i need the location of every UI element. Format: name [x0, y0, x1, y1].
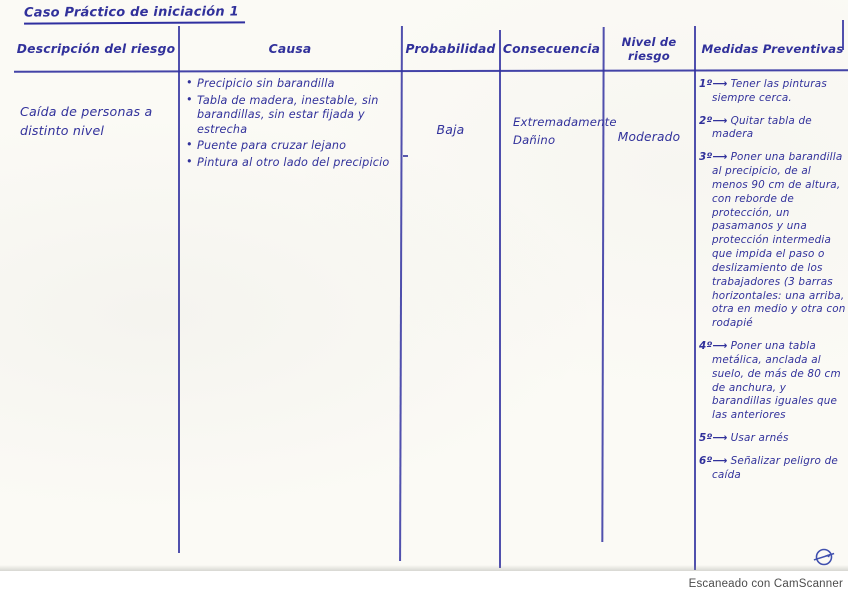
column-header-causa: Causa — [268, 42, 312, 56]
column-divider-3 — [499, 30, 501, 568]
causa-bullet: Precipicio sin barandilla — [186, 76, 398, 92]
cell-probabilidad: Baja — [436, 122, 465, 137]
medida-text: Poner una tabla metálica, anclada al sue… — [712, 340, 841, 422]
medida-item-6: 6º⟶ Señalizar peligro de caída — [699, 455, 847, 483]
cell-nivel-de-riesgo: Moderado — [617, 130, 681, 144]
medida-number: 4º⟶ — [699, 340, 728, 353]
medida-item-2: 2º⟶ Quitar tabla de madera — [699, 115, 847, 143]
medida-item-1: 1º⟶ Tener las pinturas siempre cerca. — [699, 78, 847, 106]
medida-number: 6º⟶ — [699, 454, 728, 467]
column-header-medidas-preventivas: Medidas Preventivas — [701, 42, 844, 56]
column-header-descripcion: Descripción del riesgo — [16, 42, 176, 56]
column-header-consecuencia: Consecuencia — [502, 42, 601, 56]
scan-bottom-edge — [0, 565, 848, 571]
causa-bullet: Tabla de madera, inestable, sin barandil… — [186, 93, 398, 138]
medida-text: Usar arnés — [730, 432, 789, 445]
scan-credit-text: Escaneado con CamScanner — [688, 578, 843, 590]
cell-consecuencia: Extremadamente Dañino — [513, 115, 617, 147]
column-header-nivel-de-riesgo: Nivel de riesgo — [621, 35, 677, 63]
medida-text: Señalizar peligro de caída — [712, 454, 838, 481]
page-title: Caso Práctico de iniciación 1 — [23, 4, 245, 25]
medida-number: 2º⟶ — [699, 114, 728, 127]
column-divider-1 — [178, 26, 180, 553]
medida-item-3: 3º⟶ Poner una barandilla al precipicio, d… — [699, 151, 847, 331]
medida-text: Poner una barandilla al precipicio, de a… — [712, 151, 846, 330]
column-header-probabilidad: Probabilidad — [405, 42, 496, 56]
camscanner-logo-icon — [813, 548, 835, 566]
column-divider-5 — [694, 26, 696, 570]
causa-bullet: Pintura al otro lado del precipicio — [186, 155, 398, 171]
medida-item-4: 4º⟶ Poner una tabla metálica, anclada al … — [699, 340, 847, 423]
footer-strip — [0, 571, 848, 599]
medida-number: 3º⟶ — [699, 151, 728, 164]
medida-text: Quitar tabla de madera — [712, 114, 812, 141]
cell-descripcion-riesgo: Caída de personas a distinto nivel — [20, 104, 153, 138]
medida-number: 5º⟶ — [699, 432, 728, 445]
cell-medidas-preventivas: 1º⟶ Tener las pinturas siempre cerca. 2º⟶… — [699, 78, 847, 492]
cell-causa-list: Precipicio sin barandilla Tabla de mader… — [186, 76, 398, 172]
medida-number: 1º⟶ — [699, 78, 728, 90]
causa-bullet: Puente para cruzar lejano — [186, 138, 398, 154]
medida-item-5: 5º⟶ Usar arnés — [699, 432, 847, 446]
stray-pen-mark — [403, 155, 408, 157]
scan-background — [0, 0, 848, 571]
table-right-border-fragment — [842, 20, 844, 50]
medida-text: Tener las pinturas siempre cerca. — [712, 78, 827, 104]
